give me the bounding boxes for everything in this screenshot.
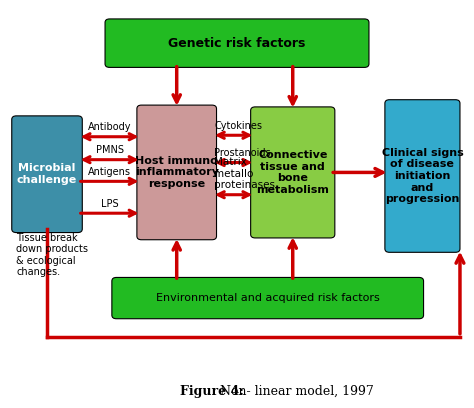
- Text: Figure 4:: Figure 4:: [180, 385, 244, 398]
- Text: LPS: LPS: [101, 199, 118, 209]
- Text: Non- linear model, 1997: Non- linear model, 1997: [216, 385, 374, 398]
- Text: PMNS: PMNS: [96, 145, 124, 155]
- FancyBboxPatch shape: [385, 100, 460, 252]
- Text: Tissue break
down products
& ecological
changes.: Tissue break down products & ecological …: [16, 233, 88, 277]
- FancyBboxPatch shape: [137, 105, 217, 240]
- FancyBboxPatch shape: [251, 107, 335, 238]
- FancyBboxPatch shape: [105, 19, 369, 67]
- Text: Genetic risk factors: Genetic risk factors: [168, 37, 306, 50]
- FancyBboxPatch shape: [112, 277, 424, 319]
- Text: Matrix
metallo
proteinases: Matrix metallo proteinases: [214, 157, 275, 191]
- Text: Host immuno
inflammatory
response: Host immuno inflammatory response: [135, 156, 219, 189]
- FancyBboxPatch shape: [12, 116, 82, 233]
- Text: Connective
tissue and
bone
metabolism: Connective tissue and bone metabolism: [256, 150, 329, 195]
- Text: Antigens: Antigens: [88, 167, 131, 177]
- Text: Prostanoids: Prostanoids: [214, 148, 271, 158]
- Text: Clinical signs
of disease
initiation
and
progression: Clinical signs of disease initiation and…: [382, 148, 463, 204]
- Text: Environmental and acquired risk factors: Environmental and acquired risk factors: [156, 293, 380, 303]
- Text: Microbial
challenge: Microbial challenge: [17, 164, 77, 185]
- Text: Cytokines: Cytokines: [214, 121, 262, 131]
- Text: Antibody: Antibody: [88, 122, 131, 133]
